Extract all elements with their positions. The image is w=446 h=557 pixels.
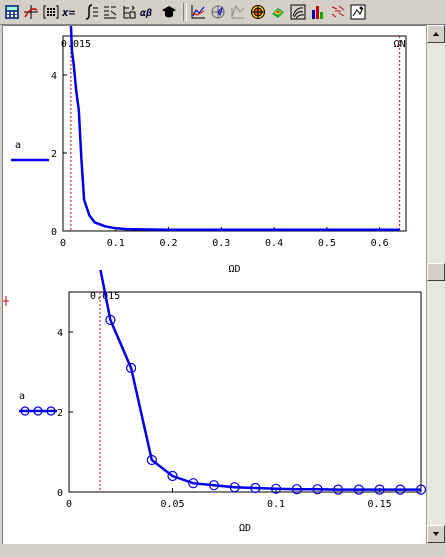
x-tick-label: 0.6 (371, 238, 389, 249)
x-tick-label: 0 (60, 238, 66, 249)
integral-icon[interactable] (82, 3, 100, 21)
x-tick-label: 0.5 (318, 238, 336, 249)
x-tick-label: 0.05 (160, 499, 184, 510)
contour-plot-icon[interactable] (249, 3, 267, 21)
legend-marker (20, 406, 30, 416)
data-point (146, 454, 157, 466)
xy-plot-icon[interactable] (189, 3, 207, 21)
calculator-icon[interactable] (3, 3, 21, 21)
bar-plot-icon[interactable] (309, 3, 327, 21)
x-tick-label: 0.4 (265, 238, 283, 249)
data-point (374, 484, 385, 495)
plot-frame (68, 291, 422, 493)
arrow-down-icon (433, 532, 439, 536)
data-point (395, 484, 406, 495)
data-point (126, 362, 137, 374)
y-tick-label: 2 (57, 408, 63, 419)
programming-icon[interactable] (120, 3, 138, 21)
y-tick-label: 0 (57, 488, 63, 499)
data-point (208, 480, 220, 491)
x-axis-label: ΩD (228, 264, 240, 275)
x-equals-label: x= (62, 6, 76, 19)
x-tick-label: 0.1 (107, 238, 125, 249)
scroll-down-button[interactable] (427, 525, 445, 543)
data-point (333, 484, 344, 495)
x-axis-label: ΩD (239, 523, 251, 534)
greek-label: αβ (140, 8, 152, 19)
vector-field-icon[interactable] (329, 3, 347, 21)
arrow-up-icon (433, 32, 439, 36)
legend-marker (33, 406, 43, 416)
plot-canvas: 0 0.1 0.2 0.3 0.4 0.5 0.6 0 2 4 0.015 ΩN ΩD a 0 0.05 0.1… (3, 26, 426, 534)
y-tick-label: 4 (51, 71, 57, 82)
legend-label: a (15, 140, 21, 151)
x-tick-label: 0.3 (212, 238, 230, 249)
scroll-up-button[interactable] (427, 25, 445, 43)
y-tick-label: 0 (51, 227, 57, 238)
data-point (270, 483, 282, 494)
y-tick-label: 4 (57, 328, 63, 339)
scroll-thumb[interactable] (427, 263, 445, 281)
contour-3d-icon[interactable] (289, 3, 307, 21)
legend-label: a (19, 391, 25, 402)
data-point (291, 484, 302, 495)
3d-scatter-icon[interactable] (269, 3, 287, 21)
x-tick-label: 0.2 (160, 238, 178, 249)
legend-marker (46, 406, 56, 416)
data-point (415, 484, 426, 495)
data-point (353, 484, 364, 495)
greek-icon[interactable]: αβ (140, 3, 158, 21)
data-curve (69, 26, 400, 231)
toolbar: x= αβ (0, 0, 446, 25)
vertical-scrollbar[interactable] (426, 25, 445, 543)
data-point (188, 478, 199, 489)
marker-label: ΩN (394, 39, 406, 50)
data-point (250, 482, 261, 494)
polar-plot-icon[interactable] (209, 3, 227, 21)
y-tick-label: 2 (51, 149, 57, 160)
x-equals-icon[interactable]: x= (62, 3, 80, 21)
surface-plot-icon[interactable] (229, 3, 247, 21)
data-curve (99, 270, 421, 491)
x-tick-label: 0.15 (368, 499, 392, 510)
matrix-icon[interactable] (42, 3, 60, 21)
chart-1: 0 0.1 0.2 0.3 0.4 0.5 0.6 0 2 4 0.015 ΩN ΩD a (11, 26, 407, 275)
x-tick-label: 0 (66, 499, 72, 510)
x-tick-label: 0.1 (267, 499, 285, 510)
image-plot-icon[interactable] (349, 3, 367, 21)
graduation-cap-icon[interactable] (160, 3, 178, 21)
worksheet[interactable]: 0 0.1 0.2 0.3 0.4 0.5 0.6 0 2 4 0.015 ΩN ΩD a 0 0.05 0.1… (2, 25, 426, 544)
data-point (312, 484, 323, 495)
marker-label: 0.015 (61, 39, 91, 50)
toolbar-separator (183, 3, 187, 21)
plot-frame (62, 35, 407, 232)
data-point (105, 314, 116, 326)
crosshair-graph-icon[interactable] (22, 3, 40, 21)
horizontal-scrollbar[interactable] (2, 544, 444, 556)
data-point (229, 482, 240, 493)
data-point (167, 470, 178, 482)
boolean-icon[interactable] (101, 3, 119, 21)
